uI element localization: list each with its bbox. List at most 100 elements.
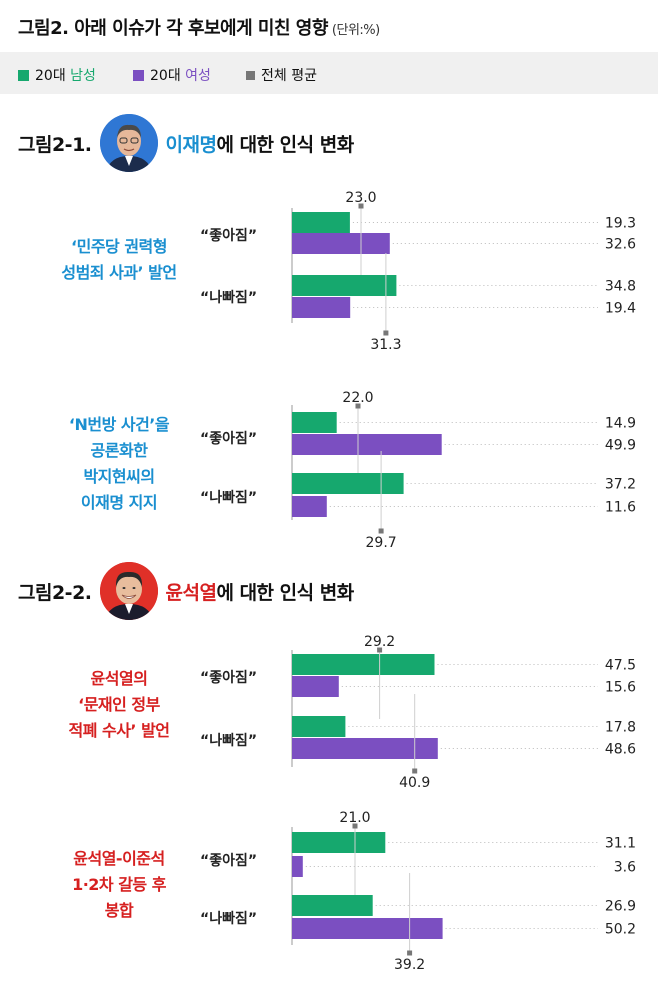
issue-line: 1·2차 갈등 후 (72, 875, 166, 894)
value-label-average: 29.7 (366, 535, 397, 551)
bar-female (292, 233, 390, 254)
bar-female (292, 297, 351, 318)
bar-female (292, 496, 327, 517)
bar-female (292, 918, 443, 939)
issue-line: 박지현씨의 (83, 467, 155, 486)
charts-group: 19.3 32.6 23.0 34.8 19.4 31.3 14.9 49.9 22.0 37.2… (291, 190, 636, 973)
legend-swatch-female (133, 69, 144, 81)
response-label-bad: “나빠짐” (200, 290, 258, 306)
unit-label: (단위:%) (331, 23, 380, 38)
value-label-average: 29.2 (364, 634, 395, 650)
issue-line: 윤석열-이준석 (73, 849, 165, 868)
value-label-average: 40.9 (399, 775, 430, 791)
value-label-female: 32.6 (605, 237, 636, 253)
legend-prefix-female: 20대 (150, 68, 181, 84)
average-marker (377, 647, 383, 653)
issue-label-1: ‘민주당 권력형 성범죄 사과’ 발언 (14, 234, 224, 286)
issue-label-2: ‘N번방 사건’을 공론화한 박지현씨의 이재명 지지 (14, 412, 224, 516)
portrait-lee-icon (99, 114, 158, 172)
legend-label-male: 남성 (70, 68, 96, 84)
bar-female (292, 434, 442, 455)
issue-line: 윤석열의 (90, 669, 148, 688)
legend-item-male: 20대 남성 (18, 65, 96, 85)
response-label-good: “좋아짐” (200, 228, 258, 244)
section-title-lee: 그림2-1. 이재명 에 대한 인식 변화 (18, 114, 354, 172)
value-label-average: 23.0 (345, 190, 376, 206)
average-marker (407, 950, 413, 956)
issue-line: ‘N번방 사건’을 (68, 415, 170, 434)
bar-male (292, 654, 435, 675)
legend-swatch-average (246, 70, 255, 80)
bar-male (292, 716, 346, 737)
bar-male (292, 412, 337, 433)
average-marker (358, 203, 364, 209)
section-prefix: 그림2-2. (18, 581, 92, 604)
value-label-average: 39.2 (394, 957, 425, 973)
value-label-female: 11.6 (605, 500, 636, 516)
value-label-average: 22.0 (342, 390, 373, 406)
bar-male (292, 473, 404, 494)
bar-female (292, 676, 339, 697)
response-label-bad: “나빠짐” (200, 911, 258, 927)
section-name-lee: 이재명 (165, 133, 217, 156)
response-label-bad: “나빠짐” (200, 490, 258, 506)
issue-line: ‘민주당 권력형 (71, 237, 167, 256)
issue-line: 이재명 지지 (80, 493, 158, 512)
legend-label-average: 전체 평균 (261, 68, 317, 84)
issue-label-4: 윤석열-이준석 1·2차 갈등 후 봉합 (14, 846, 224, 924)
average-marker (383, 330, 389, 336)
issue-line: 성범죄 사과’ 발언 (61, 263, 177, 282)
legend-item-average: 전체 평균 (246, 65, 317, 85)
section-suffix-lee: 에 대한 인식 변화 (216, 133, 354, 156)
value-label-female: 49.9 (605, 438, 636, 454)
legend-label-female: 여성 (185, 68, 211, 84)
value-label-male: 47.5 (605, 658, 636, 674)
portrait-yoon-icon (99, 562, 158, 620)
response-label-good: “좋아짐” (200, 431, 258, 447)
response-label-good: “좋아짐” (200, 853, 258, 869)
issue-line: 봉합 (104, 901, 134, 920)
average-marker (378, 528, 384, 534)
issue-line: ‘문재인 정부 (78, 695, 160, 714)
avatar-yoon (99, 562, 158, 620)
bar-male (292, 832, 386, 853)
page-title-text: 그림2. 아래 이슈가 각 후보에게 미친 영향 (18, 18, 328, 39)
legend-swatch-male (18, 69, 29, 81)
response-label-bad: “나빠짐” (200, 733, 258, 749)
value-label-female: 3.6 (614, 860, 636, 876)
legend-item-female: 20대 여성 (133, 65, 211, 85)
issue-label-3: 윤석열의 ‘문재인 정부 적폐 수사’ 발언 (14, 666, 224, 744)
value-label-male: 31.1 (605, 836, 636, 852)
value-label-male: 26.9 (605, 899, 636, 915)
section-prefix: 그림2-1. (18, 133, 92, 156)
bar-female (292, 856, 303, 877)
value-label-male: 19.3 (605, 216, 636, 232)
bar-male (292, 212, 350, 233)
value-label-average: 21.0 (339, 810, 370, 826)
page-title: 그림2. 아래 이슈가 각 후보에게 미친 영향 (단위:%) (18, 14, 380, 40)
value-label-female: 19.4 (605, 301, 636, 317)
bar-male (292, 895, 373, 916)
legend-prefix-male: 20대 (35, 68, 66, 84)
avatar-lee (99, 114, 158, 172)
value-label-male: 17.8 (605, 720, 636, 736)
legend: 20대 남성 20대 여성 전체 평균 (0, 52, 658, 94)
value-label-average: 31.3 (370, 337, 401, 353)
value-label-male: 14.9 (605, 416, 636, 432)
average-marker (412, 768, 418, 774)
value-label-female: 48.6 (605, 742, 636, 758)
value-label-female: 15.6 (605, 680, 636, 696)
average-marker (352, 823, 358, 829)
bar-male (292, 275, 397, 296)
value-label-female: 50.2 (605, 922, 636, 938)
section-title-yoon: 그림2-2. 윤석열 에 대한 인식 변화 (18, 562, 354, 620)
value-label-male: 34.8 (605, 279, 636, 295)
average-marker (355, 403, 361, 409)
issue-line: 적폐 수사’ 발언 (68, 721, 170, 740)
response-label-good: “좋아짐” (200, 670, 258, 686)
bar-female (292, 738, 438, 759)
value-label-male: 37.2 (605, 477, 636, 493)
issue-line: 공론화한 (90, 441, 148, 460)
section-suffix-yoon: 에 대한 인식 변화 (216, 581, 354, 604)
